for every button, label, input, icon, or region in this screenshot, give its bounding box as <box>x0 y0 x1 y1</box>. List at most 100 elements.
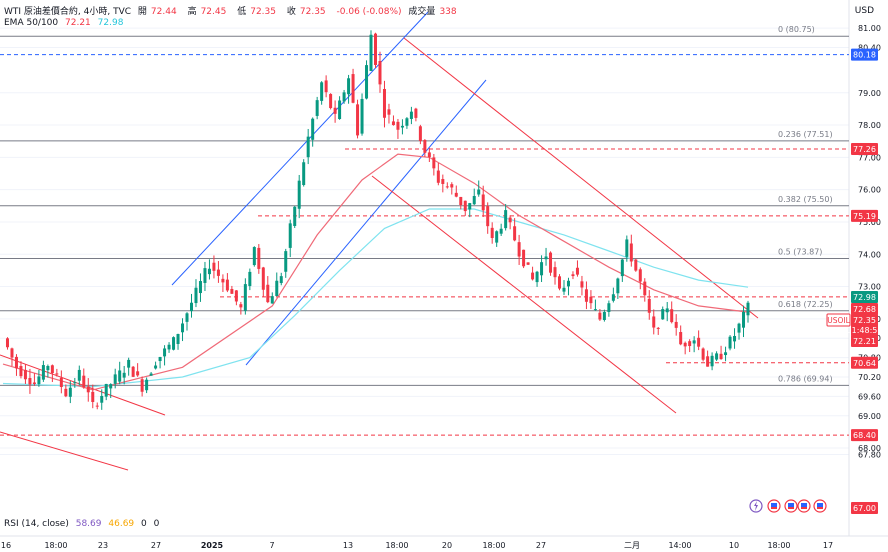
candle-body[interactable] <box>176 333 180 345</box>
candle-body[interactable] <box>342 92 346 102</box>
candle-body[interactable] <box>427 152 431 158</box>
candle-body[interactable] <box>41 365 45 380</box>
candle-body[interactable] <box>257 247 261 269</box>
candle-body[interactable] <box>82 375 86 388</box>
candle-body[interactable] <box>293 206 297 226</box>
candle-body[interactable] <box>212 262 216 271</box>
flag-icon[interactable] <box>797 499 811 513</box>
candle-body[interactable] <box>77 369 81 381</box>
candle-body[interactable] <box>252 247 256 266</box>
candle-body[interactable] <box>598 312 602 320</box>
candle-body[interactable] <box>338 100 342 120</box>
candle-body[interactable] <box>360 98 364 134</box>
trend-line[interactable] <box>171 11 429 286</box>
candle-body[interactable] <box>715 353 719 360</box>
event-icons[interactable] <box>749 499 827 513</box>
candle-body[interactable] <box>571 274 575 277</box>
candle-body[interactable] <box>742 311 746 328</box>
candle-body[interactable] <box>95 405 99 407</box>
candle-body[interactable] <box>221 278 225 283</box>
symbol-title[interactable]: WTI 原油差價合約, 4小時, TVC <box>4 7 132 17</box>
candle-body[interactable] <box>418 126 422 141</box>
candle-body[interactable] <box>248 271 252 287</box>
candle-body[interactable] <box>513 226 517 241</box>
candle-body[interactable] <box>535 271 539 283</box>
candle-body[interactable] <box>400 125 404 128</box>
candle-body[interactable] <box>652 316 656 328</box>
candle-body[interactable] <box>382 88 386 118</box>
candle-body[interactable] <box>625 239 629 257</box>
candle-body[interactable] <box>445 186 449 188</box>
candle-body[interactable] <box>167 344 171 350</box>
candle-body[interactable] <box>46 365 50 371</box>
candle-body[interactable] <box>589 296 593 304</box>
candle-body[interactable] <box>396 121 400 130</box>
candle-body[interactable] <box>616 278 620 294</box>
candle-body[interactable] <box>198 281 202 294</box>
candle-body[interactable] <box>391 121 395 126</box>
candle-body[interactable] <box>10 348 14 358</box>
candle-body[interactable] <box>620 259 624 277</box>
candle-body[interactable] <box>611 294 615 301</box>
lightning-icon[interactable] <box>749 499 763 513</box>
candle-body[interactable] <box>454 192 458 197</box>
candle-body[interactable] <box>580 281 584 288</box>
candle-body[interactable] <box>463 200 467 212</box>
candle-body[interactable] <box>526 262 530 265</box>
candle-body[interactable] <box>643 281 647 296</box>
candle-body[interactable] <box>122 372 126 378</box>
candle-body[interactable] <box>423 140 427 153</box>
candle-body[interactable] <box>261 267 265 290</box>
trend-line[interactable] <box>403 37 759 319</box>
candle-body[interactable] <box>275 280 279 297</box>
candle-body[interactable] <box>558 276 562 289</box>
candle-body[interactable] <box>719 353 723 360</box>
flag-icon[interactable] <box>784 499 798 513</box>
candle-body[interactable] <box>50 365 54 374</box>
candle-body[interactable] <box>549 252 553 273</box>
candle-body[interactable] <box>23 369 27 380</box>
trend-line[interactable] <box>0 431 129 471</box>
candle-body[interactable] <box>486 206 490 227</box>
candle-body[interactable] <box>185 313 189 322</box>
candle-body[interactable] <box>562 287 566 292</box>
candle-body[interactable] <box>136 371 140 376</box>
candle-body[interactable] <box>149 373 153 376</box>
candle-body[interactable] <box>634 259 638 271</box>
candle-body[interactable] <box>239 304 243 308</box>
candle-body[interactable] <box>216 269 220 276</box>
candle-body[interactable] <box>495 231 499 243</box>
candle-body[interactable] <box>55 373 59 375</box>
candle-body[interactable] <box>656 327 660 329</box>
candle-body[interactable] <box>701 348 705 360</box>
candle-body[interactable] <box>104 383 108 397</box>
candle-body[interactable] <box>73 382 77 384</box>
candle-body[interactable] <box>450 184 454 188</box>
candle-body[interactable] <box>733 335 737 342</box>
candle-body[interactable] <box>517 242 521 257</box>
candle-body[interactable] <box>575 267 579 275</box>
candle-body[interactable] <box>266 284 270 303</box>
candle-body[interactable] <box>490 227 494 238</box>
candle-body[interactable] <box>508 217 512 223</box>
candle-body[interactable] <box>566 280 570 287</box>
candle-body[interactable] <box>288 223 292 248</box>
candle-body[interactable] <box>414 108 418 118</box>
candle-body[interactable] <box>131 366 135 377</box>
candle-body[interactable] <box>230 288 234 294</box>
candle-body[interactable] <box>311 118 315 140</box>
candle-body[interactable] <box>91 391 95 402</box>
flag-icon[interactable] <box>813 499 827 513</box>
candle-body[interactable] <box>665 308 669 313</box>
candle-body[interactable] <box>504 210 508 229</box>
candle-body[interactable] <box>28 377 32 385</box>
candle-body[interactable] <box>243 284 247 311</box>
candle-body[interactable] <box>661 309 665 320</box>
candle-body[interactable] <box>679 332 683 345</box>
candle-body[interactable] <box>37 376 41 385</box>
candle-body[interactable] <box>203 268 207 283</box>
candle-body[interactable] <box>468 203 472 210</box>
candle-body[interactable] <box>324 80 328 93</box>
candle-body[interactable] <box>593 309 597 311</box>
candle-body[interactable] <box>365 65 369 99</box>
